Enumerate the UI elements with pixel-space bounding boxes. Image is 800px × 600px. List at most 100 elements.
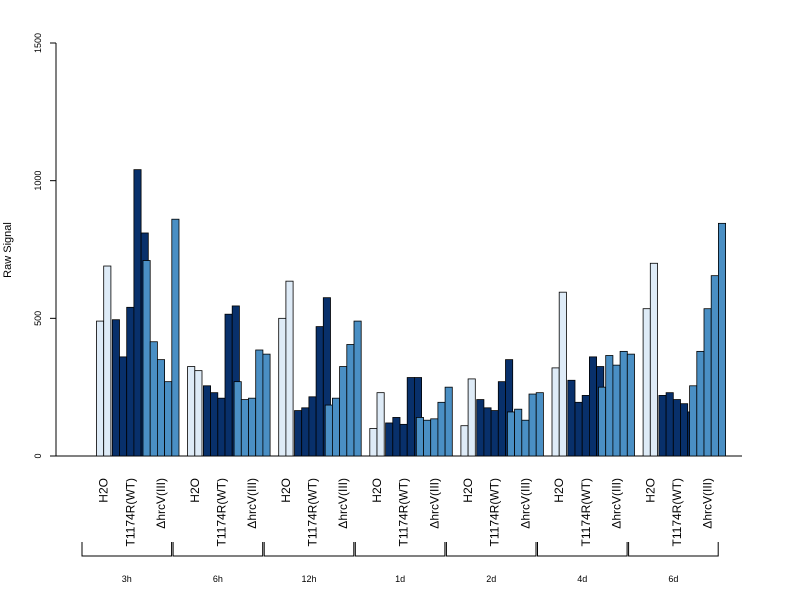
bar-12h-h2o-1 [278,317,287,457]
bar-12h-h2o-2 [285,280,294,457]
bar-2d-h2o-2 [467,378,476,457]
group-1d [369,377,453,457]
bar-12h-t1174r-wt-1 [294,410,303,457]
x-label-3h-t1174r-wt: T1174R(WT) [123,478,137,546]
time-bracket-4d [537,542,628,557]
bar-2d-h2o-1 [460,425,469,457]
bar-6h-t1174r-wt-4 [224,313,233,457]
bar-3h-t1174r-wt-3 [126,306,135,457]
x-label-12h-t1174r-wt: T1174R(WT) [306,478,320,546]
bar-2d-t1174r-wt-2 [483,407,492,457]
x-label-6d-hrcv-iii: ΔhrcV(III) [701,478,715,529]
y-tick-label: 1500 [33,33,43,53]
y-tick-label: 500 [33,311,43,326]
bar-3h-hrcv-iii-3 [156,359,165,457]
y-tick-label: 0 [33,453,43,458]
x-label-2d-hrcv-iii: ΔhrcV(III) [518,478,532,529]
bar-6d-hrcv-iii-1 [689,385,698,457]
bar-3h-hrcv-iii-1 [142,260,151,457]
bar-6h-h2o-1 [187,366,196,457]
x-label-6d-t1174r-wt: T1174R(WT) [670,478,684,546]
x-label-2d-h2o: H2O [461,478,475,503]
bar-1d-hrcv-iii-4 [437,401,446,457]
time-label-2d: 2d [486,574,496,584]
bar-4d-hrcv-iii-3 [612,364,621,457]
bar-2d-hrcv-iii-2 [514,408,523,457]
time-label-1d: 1d [395,574,405,584]
bar-1d-hrcv-iii-5 [444,386,453,457]
time-label-4d: 4d [577,574,587,584]
time-label-3h: 3h [122,574,132,584]
bar-3h-t1174r-wt-4 [133,169,142,457]
bar-2d-hrcv-iii-5 [535,392,544,457]
bar-6d-t1174r-wt-4 [680,403,689,457]
bar-4d-hrcv-iii-5 [626,353,635,457]
bar-1d-t1174r-wt-3 [399,423,408,457]
bar-1d-hrcv-iii-2 [423,419,432,457]
bar-3h-h2o-1 [96,320,105,457]
group-12h [278,280,362,457]
time-bracket-12h [263,542,355,557]
bar-4d-t1174r-wt-2 [574,401,583,457]
bar-6d-hrcv-iii-4 [710,275,719,457]
bar-1d-t1174r-wt-4 [406,377,415,457]
group-6d [642,222,727,457]
time-label-12h: 12h [301,574,316,584]
x-label-1d-t1174r-wt: T1174R(WT) [397,478,411,546]
x-label-12h-h2o: H2O [279,478,293,503]
bar-12h-t1174r-wt-2 [301,407,310,457]
bar-4d-hrcv-iii-4 [619,350,628,457]
x-label-4d-hrcv-iii: ΔhrcV(III) [610,478,624,529]
bar-12h-t1174r-wt-3 [308,396,317,457]
bar-6h-hrcv-iii-2 [240,399,249,457]
group-6h [187,305,271,457]
bar-3h-hrcv-iii-2 [149,341,158,457]
bar-1d-t1174r-wt-1 [385,422,394,457]
bar-6d-h2o-1 [642,308,651,457]
time-bracket-6h [172,542,264,557]
group-4d [551,291,635,457]
x-label-6h-t1174r-wt: T1174R(WT) [214,478,228,546]
bar-6d-t1174r-wt-1 [658,395,667,457]
time-bracket-6d [628,542,719,557]
bar-6h-hrcv-iii-1 [233,381,242,457]
time-bracket-2d [445,542,537,557]
y-axis-title: Raw Signal [2,222,14,278]
bar-12h-hrcv-iii-1 [324,404,333,457]
bar-6d-hrcv-iii-5 [718,222,727,457]
bar-6d-t1174r-wt-3 [672,399,681,457]
x-label-4d-t1174r-wt: T1174R(WT) [579,478,593,546]
bar-6h-t1174r-wt-3 [217,397,226,457]
bar-6h-t1174r-wt-1 [202,385,211,457]
bar-2d-t1174r-wt-1 [476,399,485,457]
bar-12h-hrcv-iii-2 [331,397,340,457]
bar-4d-t1174r-wt-3 [581,395,590,457]
bar-6d-t1174r-wt-2 [665,392,674,457]
bar-4d-h2o-1 [551,367,560,457]
bar-2d-hrcv-iii-3 [521,419,530,457]
bar-4d-t1174r-wt-1 [567,379,576,457]
x-label-6d-h2o: H2O [643,478,657,503]
x-label-3h-hrcv-iii: ΔhrcV(III) [154,478,168,529]
x-label-12h-hrcv-iii: ΔhrcV(III) [336,478,350,529]
time-bracket-1d [354,542,446,557]
group-2d [460,359,544,457]
y-tick-label: 1000 [33,171,43,191]
bar-1d-hrcv-iii-3 [430,418,439,457]
x-label-1d-hrcv-iii: ΔhrcV(III) [427,478,441,529]
bar-4d-h2o-2 [558,291,567,457]
bar-12h-hrcv-iii-3 [339,366,348,457]
bar-3h-t1174r-wt-2 [119,356,128,457]
bar-2d-hrcv-iii-1 [506,411,515,457]
bar-3h-hrcv-iii-5 [171,218,180,457]
time-label-6d: 6d [668,574,678,584]
bar-1d-hrcv-iii-1 [415,417,424,457]
x-labels-layer: H2O T1174R(WT) ΔhrcV(III) H2O T1174R(WT) Δhrc… [97,478,715,546]
x-label-6h-h2o: H2O [188,478,202,503]
x-label-1d-h2o: H2O [370,478,384,503]
bar-3h-h2o-2 [103,265,112,457]
bar-4d-hrcv-iii-2 [605,355,614,457]
bar-6h-t1174r-wt-2 [210,392,219,457]
